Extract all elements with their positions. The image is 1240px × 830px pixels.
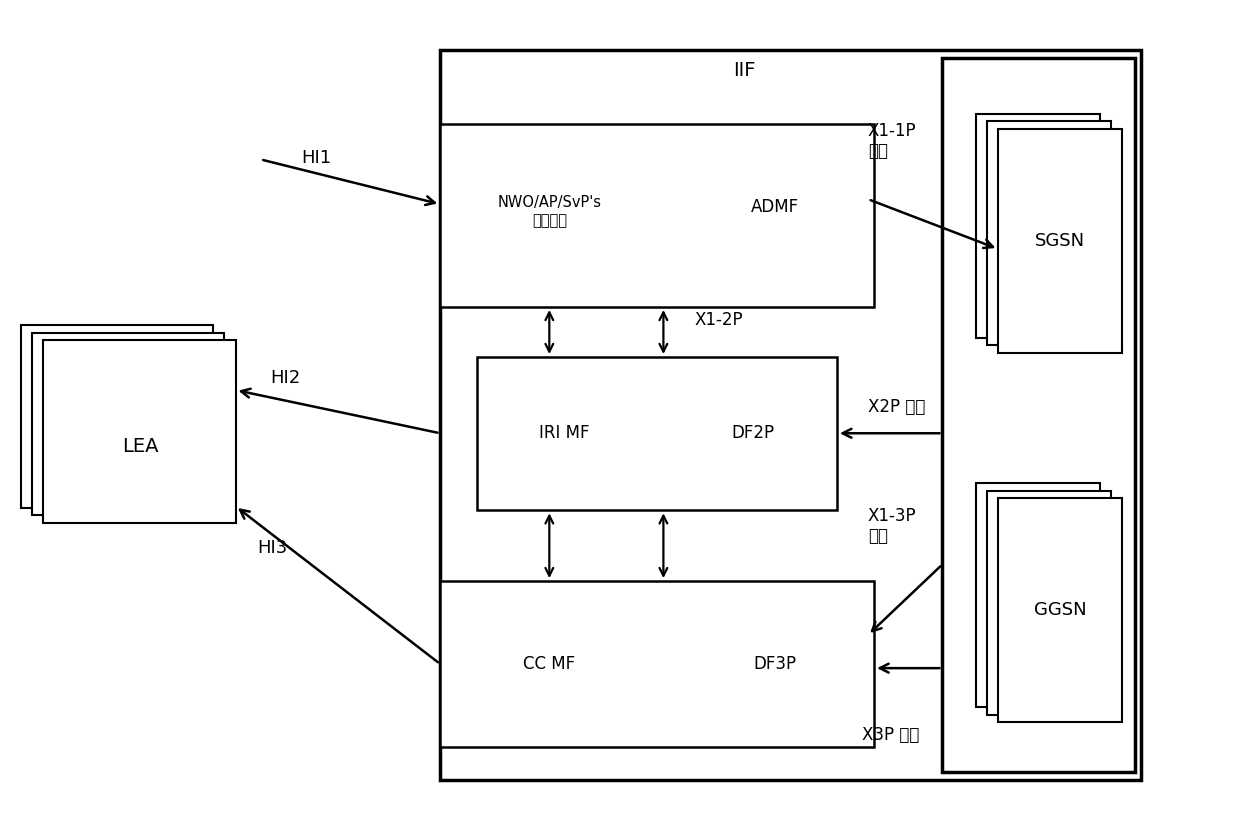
Bar — [440, 50, 1141, 780]
Text: X1-1P: X1-1P — [868, 122, 916, 140]
Text: DF3P: DF3P — [754, 655, 796, 673]
Text: GGSN: GGSN — [1034, 601, 1086, 619]
Text: HI1: HI1 — [301, 149, 331, 167]
Text: X1-3P: X1-3P — [868, 507, 916, 525]
Text: HI3: HI3 — [258, 539, 288, 557]
Text: NWO/AP/SvP's
管理中心: NWO/AP/SvP's 管理中心 — [497, 195, 601, 228]
Text: IIF: IIF — [733, 61, 755, 80]
Bar — [987, 121, 1111, 345]
Text: CC MF: CC MF — [523, 655, 575, 673]
Bar — [998, 129, 1122, 353]
Text: DF2P: DF2P — [732, 424, 774, 442]
Bar — [987, 491, 1111, 715]
Bar — [43, 340, 236, 523]
Bar — [21, 325, 213, 508]
Text: IRI MF: IRI MF — [539, 424, 589, 442]
Text: HI2: HI2 — [270, 369, 300, 387]
Text: 接口: 接口 — [868, 142, 888, 160]
Text: ADMF: ADMF — [751, 198, 799, 217]
Bar — [976, 114, 1100, 338]
Text: SGSN: SGSN — [1035, 232, 1085, 250]
Bar — [440, 124, 874, 307]
Text: X3P 接口: X3P 接口 — [862, 725, 919, 744]
Bar — [942, 58, 1135, 772]
Bar — [477, 357, 837, 510]
Text: X1-2P: X1-2P — [694, 310, 743, 329]
Bar — [976, 483, 1100, 707]
Bar — [440, 581, 874, 747]
Text: 接口: 接口 — [868, 527, 888, 545]
Bar — [998, 498, 1122, 722]
Text: LEA: LEA — [122, 437, 159, 456]
Text: X2P 接口: X2P 接口 — [868, 398, 925, 416]
Bar — [32, 333, 224, 515]
